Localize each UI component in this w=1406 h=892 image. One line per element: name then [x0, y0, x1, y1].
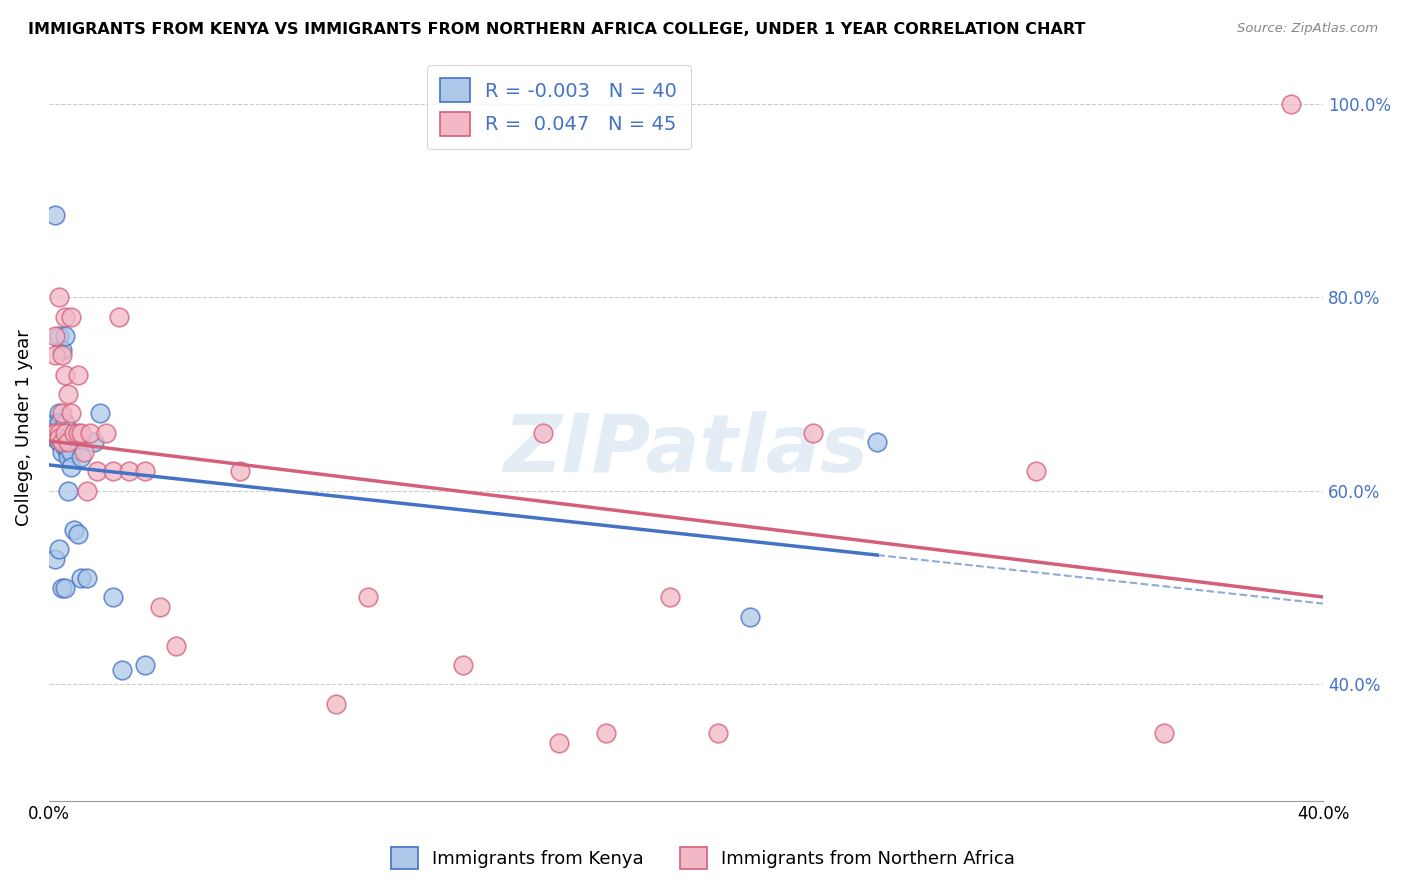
- Point: [51, 445, 73, 459]
- Point: [803, 425, 825, 440]
- Point: [48, 406, 70, 420]
- Point: [53, 310, 76, 324]
- Point: [108, 310, 131, 324]
- Text: Source: ZipAtlas.com: Source: ZipAtlas.com: [1237, 22, 1378, 36]
- Point: [48, 416, 70, 430]
- Point: [101, 465, 124, 479]
- Point: [51, 406, 73, 420]
- Point: [53, 416, 76, 430]
- Point: [101, 591, 124, 605]
- Point: [51, 431, 73, 445]
- Point: [325, 697, 347, 711]
- Point: [1025, 465, 1047, 479]
- Point: [56, 435, 79, 450]
- Point: [44, 425, 66, 440]
- Point: [41, 421, 63, 435]
- Point: [56, 387, 79, 401]
- Point: [44, 431, 66, 445]
- Point: [66, 368, 89, 382]
- Point: [69, 571, 91, 585]
- Point: [738, 609, 761, 624]
- Y-axis label: College, Under 1 year: College, Under 1 year: [15, 329, 32, 526]
- Point: [53, 425, 76, 440]
- Point: [547, 735, 569, 749]
- Point: [56, 445, 79, 459]
- Point: [89, 406, 111, 420]
- Point: [60, 310, 83, 324]
- Point: [79, 425, 101, 440]
- Point: [134, 465, 156, 479]
- Point: [48, 435, 70, 450]
- Point: [66, 425, 89, 440]
- Point: [51, 425, 73, 440]
- Point: [60, 406, 83, 420]
- Text: IMMIGRANTS FROM KENYA VS IMMIGRANTS FROM NORTHERN AFRICA COLLEGE, UNDER 1 YEAR C: IMMIGRANTS FROM KENYA VS IMMIGRANTS FROM…: [28, 22, 1085, 37]
- Point: [69, 425, 91, 440]
- Point: [595, 726, 617, 740]
- Point: [53, 581, 76, 595]
- Point: [48, 290, 70, 304]
- Point: [53, 368, 76, 382]
- Point: [44, 425, 66, 440]
- Point: [117, 465, 139, 479]
- Point: [53, 440, 76, 454]
- Point: [51, 435, 73, 450]
- Point: [659, 591, 682, 605]
- Point: [48, 329, 70, 343]
- Point: [48, 541, 70, 556]
- Point: [41, 425, 63, 440]
- Text: ZIPatlas: ZIPatlas: [503, 411, 869, 489]
- Point: [69, 450, 91, 464]
- Point: [44, 329, 66, 343]
- Point: [51, 348, 73, 362]
- Point: [165, 639, 187, 653]
- Point: [48, 431, 70, 445]
- Point: [76, 483, 98, 498]
- Point: [111, 663, 134, 677]
- Point: [53, 329, 76, 343]
- Point: [56, 450, 79, 464]
- Point: [866, 435, 889, 450]
- Point: [51, 343, 73, 358]
- Point: [356, 591, 378, 605]
- Point: [63, 523, 86, 537]
- Point: [48, 425, 70, 440]
- Legend: Immigrants from Kenya, Immigrants from Northern Africa: Immigrants from Kenya, Immigrants from N…: [381, 838, 1025, 879]
- Point: [229, 465, 252, 479]
- Point: [83, 435, 105, 450]
- Point: [1279, 96, 1302, 111]
- Point: [531, 425, 554, 440]
- Point: [44, 208, 66, 222]
- Point: [1153, 726, 1175, 740]
- Point: [41, 425, 63, 440]
- Point: [96, 425, 118, 440]
- Point: [44, 551, 66, 566]
- Point: [48, 425, 70, 440]
- Point: [60, 445, 83, 459]
- Point: [51, 581, 73, 595]
- Point: [60, 459, 83, 474]
- Point: [53, 425, 76, 440]
- Point: [86, 465, 108, 479]
- Point: [44, 348, 66, 362]
- Point: [134, 658, 156, 673]
- Point: [76, 571, 98, 585]
- Point: [56, 483, 79, 498]
- Point: [66, 527, 89, 541]
- Point: [707, 726, 730, 740]
- Point: [451, 658, 474, 673]
- Point: [149, 599, 172, 614]
- Legend: R = -0.003   N = 40, R =  0.047   N = 45: R = -0.003 N = 40, R = 0.047 N = 45: [427, 65, 690, 149]
- Point: [73, 445, 96, 459]
- Point: [44, 416, 66, 430]
- Point: [63, 425, 86, 440]
